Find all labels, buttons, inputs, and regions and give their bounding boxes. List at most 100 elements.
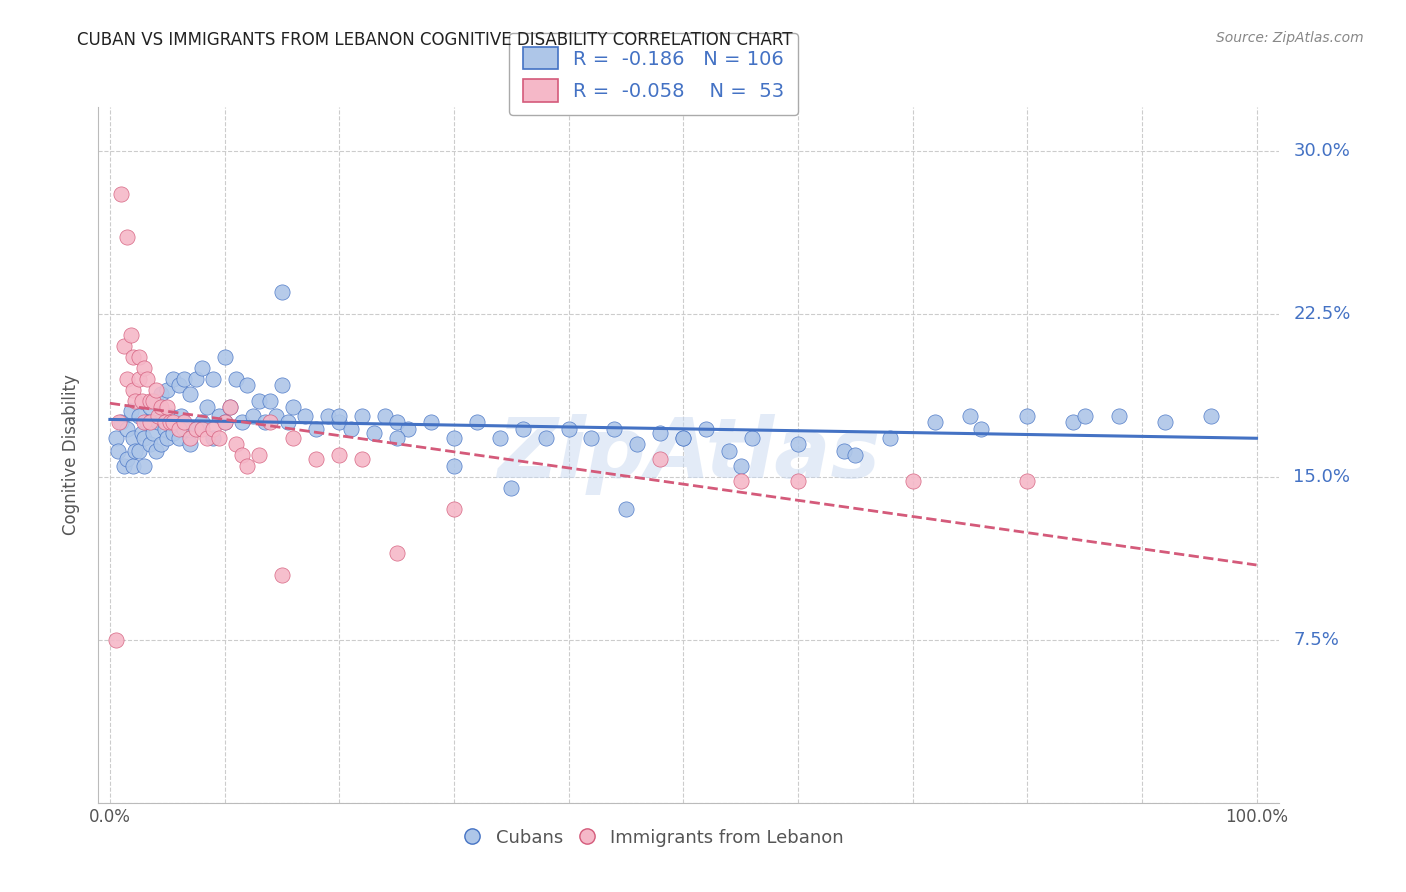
Point bbox=[124, 443, 146, 458]
Point bbox=[832, 443, 855, 458]
Point bbox=[614, 502, 637, 516]
Point bbox=[294, 409, 316, 423]
Point bbox=[650, 426, 672, 441]
Point bbox=[385, 415, 408, 429]
Point bbox=[650, 452, 672, 467]
Point bbox=[1017, 409, 1039, 423]
Point bbox=[150, 437, 173, 451]
Point bbox=[603, 422, 626, 436]
Point bbox=[165, 415, 187, 429]
Point bbox=[672, 430, 695, 444]
Point bbox=[959, 409, 981, 423]
Text: 30.0%: 30.0% bbox=[1294, 142, 1350, 160]
Point bbox=[219, 400, 242, 414]
Point bbox=[142, 393, 165, 408]
Point bbox=[179, 387, 201, 401]
Point bbox=[195, 400, 218, 414]
Point bbox=[242, 409, 264, 423]
Point bbox=[225, 437, 247, 451]
Text: 15.0%: 15.0% bbox=[1294, 467, 1350, 485]
Text: Source: ZipAtlas.com: Source: ZipAtlas.com bbox=[1216, 31, 1364, 45]
Point bbox=[305, 452, 328, 467]
Point bbox=[162, 415, 184, 429]
Point bbox=[131, 426, 153, 441]
Point bbox=[283, 430, 305, 444]
Point bbox=[139, 437, 162, 451]
Point bbox=[139, 415, 162, 429]
Point bbox=[214, 415, 236, 429]
Point bbox=[156, 430, 179, 444]
Point bbox=[1108, 409, 1130, 423]
Point bbox=[741, 430, 763, 444]
Point bbox=[173, 415, 195, 429]
Point bbox=[128, 372, 150, 386]
Point bbox=[259, 393, 281, 408]
Point bbox=[488, 430, 510, 444]
Point bbox=[190, 415, 212, 429]
Point bbox=[120, 404, 142, 418]
Point bbox=[115, 372, 138, 386]
Point bbox=[231, 415, 253, 429]
Text: CUBAN VS IMMIGRANTS FROM LEBANON COGNITIVE DISABILITY CORRELATION CHART: CUBAN VS IMMIGRANTS FROM LEBANON COGNITI… bbox=[77, 31, 793, 49]
Y-axis label: Cognitive Disability: Cognitive Disability bbox=[62, 375, 80, 535]
Point bbox=[970, 422, 993, 436]
Point bbox=[121, 383, 143, 397]
Point bbox=[214, 415, 236, 429]
Point bbox=[173, 372, 195, 386]
Point bbox=[1073, 409, 1095, 423]
Point bbox=[115, 422, 138, 436]
Point bbox=[695, 422, 717, 436]
Point bbox=[501, 481, 523, 495]
Point bbox=[1062, 415, 1084, 429]
Point bbox=[108, 415, 131, 429]
Point bbox=[420, 415, 443, 429]
Point bbox=[924, 415, 946, 429]
Point bbox=[316, 409, 339, 423]
Point bbox=[328, 448, 350, 462]
Point bbox=[104, 632, 127, 647]
Point bbox=[184, 422, 207, 436]
Point bbox=[159, 415, 181, 429]
Point bbox=[162, 426, 184, 441]
Point bbox=[131, 393, 153, 408]
Point bbox=[156, 400, 179, 414]
Point bbox=[135, 372, 157, 386]
Point bbox=[385, 430, 408, 444]
Point bbox=[283, 400, 305, 414]
Point bbox=[259, 415, 281, 429]
Point bbox=[107, 443, 129, 458]
Point bbox=[112, 339, 135, 353]
Point bbox=[270, 567, 292, 582]
Point bbox=[718, 443, 741, 458]
Point bbox=[202, 372, 225, 386]
Point bbox=[730, 458, 752, 473]
Point bbox=[219, 400, 242, 414]
Point bbox=[339, 422, 361, 436]
Point bbox=[156, 383, 179, 397]
Point bbox=[225, 372, 247, 386]
Point bbox=[247, 448, 270, 462]
Point bbox=[363, 426, 385, 441]
Point bbox=[879, 430, 901, 444]
Point bbox=[145, 393, 167, 408]
Point bbox=[167, 422, 190, 436]
Point bbox=[179, 437, 201, 451]
Point bbox=[139, 393, 162, 408]
Point bbox=[104, 430, 127, 444]
Point bbox=[128, 409, 150, 423]
Point bbox=[626, 437, 648, 451]
Point bbox=[443, 430, 465, 444]
Point bbox=[328, 409, 350, 423]
Point bbox=[277, 415, 299, 429]
Point bbox=[146, 409, 169, 423]
Point bbox=[115, 230, 138, 244]
Point bbox=[150, 400, 173, 414]
Text: ZipAtlas: ZipAtlas bbox=[498, 415, 880, 495]
Point bbox=[581, 430, 603, 444]
Point bbox=[173, 422, 195, 436]
Point bbox=[786, 474, 808, 488]
Point bbox=[190, 360, 212, 375]
Point bbox=[115, 452, 138, 467]
Point bbox=[270, 378, 292, 392]
Point bbox=[134, 415, 156, 429]
